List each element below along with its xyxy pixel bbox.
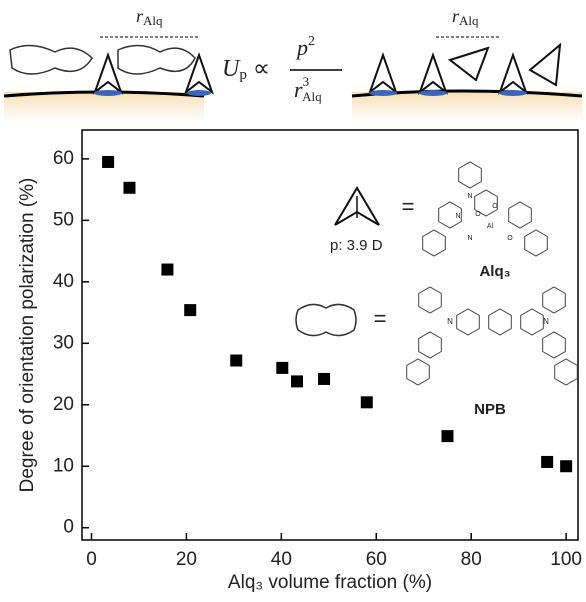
x-tick-label: 100: [550, 549, 582, 570]
npb-icon: [295, 303, 357, 337]
point: [230, 354, 243, 367]
point: [441, 430, 454, 443]
y-tick-label: 0: [63, 517, 74, 538]
atom-label: Al: [487, 223, 494, 230]
atom-label: O: [492, 203, 498, 210]
ring: [438, 201, 462, 229]
ring: [524, 229, 548, 257]
y-tick-label: 10: [53, 455, 74, 476]
molecule-name: NPB: [474, 401, 506, 418]
y-axis-label: Degree of orientation polarization (%): [17, 178, 38, 493]
x-tick-label: 40: [271, 549, 292, 570]
ring: [406, 358, 430, 386]
equals: =: [374, 306, 387, 331]
ring: [520, 308, 544, 336]
point: [560, 460, 573, 473]
schematic-left: [3, 36, 215, 122]
atom-label: N: [543, 317, 549, 326]
x-tick-label: 80: [461, 549, 482, 570]
ring: [422, 229, 446, 257]
point: [102, 155, 115, 168]
x-tick-label: 20: [176, 549, 197, 570]
formula-num: p2: [295, 34, 315, 60]
atom-label: N: [455, 213, 460, 220]
molecule-name: Alq₃: [479, 263, 510, 280]
ring: [456, 308, 480, 336]
y-tick-label: 20: [53, 394, 74, 415]
ring: [542, 331, 566, 359]
atom-label: O: [475, 211, 481, 218]
formula-lhs: Up ∝: [222, 56, 270, 84]
x-axis-label: Alq₃ volume fraction (%): [228, 572, 432, 593]
point: [291, 375, 304, 388]
point: [184, 304, 197, 317]
ring: [474, 189, 498, 217]
point: [318, 372, 331, 385]
point: [161, 263, 174, 276]
equals: =: [402, 194, 415, 219]
ring: [542, 286, 566, 314]
atom-label: N: [447, 317, 453, 326]
ring: [418, 331, 442, 359]
point: [276, 361, 289, 374]
ring: [508, 201, 532, 229]
atom-label: N: [467, 235, 472, 242]
x-tick-label: 60: [366, 549, 387, 570]
y-tick-label: 40: [53, 271, 74, 292]
x-tick-label: 0: [86, 549, 97, 570]
molecule-structures: N O Al O N N O N N: [406, 161, 578, 386]
formula-den: r3 Alq: [294, 74, 322, 104]
y-tick-label: 50: [53, 209, 74, 230]
y-tick-label: 60: [53, 148, 74, 169]
dipole-label: p: 3.9 D: [330, 237, 383, 254]
schematic-right: [351, 36, 583, 122]
ring: [488, 308, 512, 336]
atom-label: N: [467, 193, 472, 200]
y-tick-label: 30: [53, 332, 74, 353]
distance-label: rAlq: [136, 6, 163, 28]
point: [360, 396, 373, 409]
atom-label: O: [507, 235, 513, 242]
plot-frame: [81, 129, 579, 541]
distance-label: rAlq: [452, 6, 479, 28]
ring: [418, 286, 442, 314]
point: [541, 455, 554, 468]
ring: [554, 358, 578, 386]
point: [123, 181, 136, 194]
ring: [458, 161, 482, 189]
